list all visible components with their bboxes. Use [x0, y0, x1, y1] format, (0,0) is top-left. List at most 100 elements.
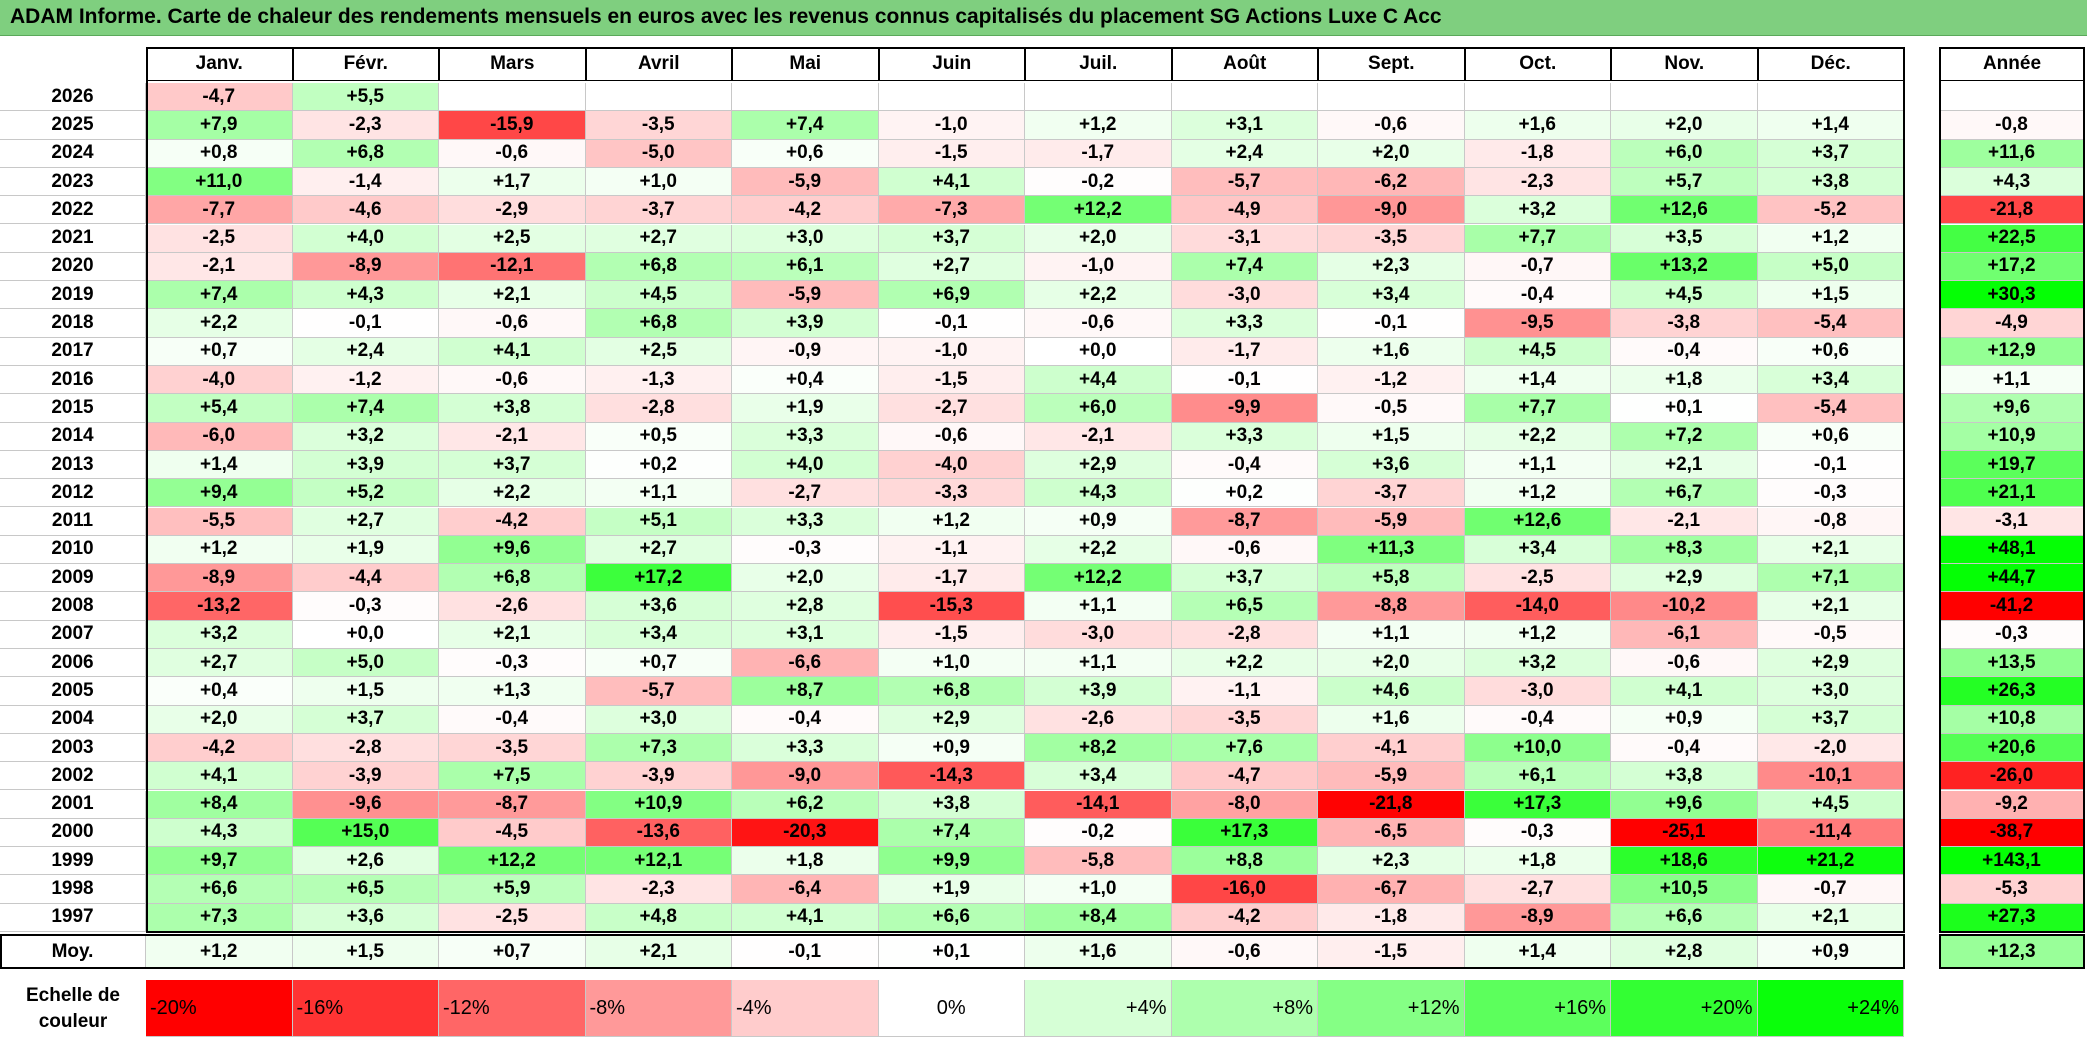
heatmap-cell: -4,7 — [146, 83, 293, 112]
heatmap-cell: -5,2 — [1757, 196, 1904, 225]
annual-cell: +22,5 — [1939, 224, 2085, 253]
heatmap-cell: +3,4 — [1025, 762, 1172, 791]
heatmap-cell: +2,9 — [1757, 649, 1904, 678]
annual-cell: -26,0 — [1939, 762, 2085, 791]
heatmap-cell — [1171, 83, 1318, 112]
heatmap-cell — [878, 83, 1025, 112]
heatmap-cell: +0,0 — [292, 620, 439, 649]
heatmap-cell: -5,4 — [1757, 394, 1904, 423]
heatmap-cell: -0,6 — [1318, 111, 1465, 140]
heatmap-cell: +3,7 — [292, 705, 439, 734]
heatmap-cell: +1,1 — [1318, 620, 1465, 649]
heatmap-cell: +0,1 — [1611, 394, 1758, 423]
heatmap-cell: +10,0 — [1464, 733, 1611, 763]
heatmap-cell: +3,4 — [1464, 535, 1611, 565]
heatmap-cell: -0,1 — [1318, 309, 1465, 338]
heatmap-cell: -10,1 — [1757, 762, 1904, 791]
heatmap-cell: +3,7 — [878, 224, 1025, 253]
heatmap-cell: +6,8 — [878, 677, 1025, 706]
heatmap-cell: +1,6 — [1464, 111, 1611, 140]
average-cell: +0,1 — [878, 936, 1025, 968]
month-header: Janv. — [146, 47, 293, 81]
heatmap-cell: +4,5 — [585, 281, 732, 310]
heatmap-cell: +21,2 — [1757, 847, 1904, 876]
month-header: Mai — [732, 47, 879, 81]
heatmap-cell: -5,5 — [146, 507, 293, 536]
heatmap-cell: +2,4 — [1171, 139, 1318, 168]
heatmap-cell: +2,0 — [1318, 139, 1465, 168]
heatmap-cell: -2,7 — [732, 479, 879, 508]
heatmap-cell: +3,2 — [292, 422, 439, 451]
heatmap-cell: +1,1 — [1464, 450, 1611, 480]
heatmap-cell: +1,0 — [585, 167, 732, 197]
heatmap-cell — [1318, 83, 1465, 112]
heatmap-cell: +7,7 — [1464, 224, 1611, 253]
heatmap-cell: -3,0 — [1025, 620, 1172, 649]
heatmap-cell: -4,2 — [732, 196, 879, 225]
heatmap-cell: -2,1 — [1611, 507, 1758, 536]
heatmap-cell: +0,2 — [1171, 479, 1318, 508]
heatmap-cell: +6,9 — [878, 281, 1025, 310]
annual-cell: -9,2 — [1939, 790, 2085, 819]
heatmap-cell: -9,0 — [732, 762, 879, 791]
heatmap-cell: +2,7 — [878, 252, 1025, 282]
heatmap-cell: +1,5 — [1318, 422, 1465, 451]
heatmap-cell: -1,0 — [878, 337, 1025, 366]
heatmap-cell: +2,1 — [1757, 903, 1904, 932]
year-label: 2013 — [0, 450, 146, 480]
heatmap-cell: +4,3 — [292, 281, 439, 310]
heatmap-cell: -2,3 — [292, 111, 439, 140]
heatmap-cell: +3,4 — [585, 620, 732, 649]
heatmap-cell: -3,7 — [585, 196, 732, 225]
heatmap-cell: -1,2 — [292, 366, 439, 395]
heatmap-cell: -7,3 — [878, 196, 1025, 225]
heatmap-cell: +1,5 — [1757, 281, 1904, 310]
heatmap-cell: -14,0 — [1464, 592, 1611, 621]
color-scale-label: Echelle de couleur — [26, 984, 120, 1032]
heatmap-cell — [1025, 83, 1172, 112]
year-label: 2014 — [0, 422, 146, 451]
heatmap-cell: -3,5 — [1171, 705, 1318, 734]
heatmap-cell: -6,7 — [1318, 875, 1465, 904]
heatmap-cell: -2,5 — [439, 903, 586, 932]
heatmap-cell: -7,7 — [146, 196, 293, 225]
heatmap-cell: -0,4 — [1171, 450, 1318, 480]
heatmap-cell: +1,8 — [732, 847, 879, 876]
heatmap-cell: -0,1 — [292, 309, 439, 338]
annual-cell: +30,3 — [1939, 281, 2085, 310]
year-label: 2021 — [0, 224, 146, 253]
heatmap-cell: +0,5 — [585, 422, 732, 451]
heatmap-cell: +8,2 — [1025, 733, 1172, 763]
heatmap-cell: +1,4 — [1757, 111, 1904, 140]
heatmap-cell: +3,4 — [1318, 281, 1465, 310]
heatmap-cell: +6,6 — [878, 903, 1025, 932]
heatmap-cell: -0,3 — [292, 592, 439, 621]
heatmap-cell: -14,3 — [878, 762, 1025, 791]
heatmap-cell: +6,2 — [732, 790, 879, 819]
heatmap-cell: +15,0 — [292, 818, 439, 848]
color-scale-step: -12% — [439, 980, 586, 1037]
heatmap-cell: -4,2 — [439, 507, 586, 536]
heatmap-cell: +12,6 — [1464, 507, 1611, 536]
year-label: 2003 — [0, 733, 146, 763]
heatmap-cell: -3,7 — [1318, 479, 1465, 508]
heatmap-cell: +7,9 — [146, 111, 293, 140]
heatmap-cell: -13,2 — [146, 592, 293, 621]
month-header: Mars — [439, 47, 586, 81]
heatmap-cell: -3,8 — [1611, 309, 1758, 338]
heatmap-cell: +0,0 — [1025, 337, 1172, 366]
heatmap-cell: +9,4 — [146, 479, 293, 508]
year-label: 2007 — [0, 620, 146, 649]
heatmap-cell: -3,3 — [878, 479, 1025, 508]
heatmap-cell: +1,2 — [1757, 224, 1904, 253]
heatmap-cell: +7,6 — [1171, 733, 1318, 763]
annual-cell: -38,7 — [1939, 818, 2085, 848]
heatmap-cell: -9,0 — [1318, 196, 1465, 225]
heatmap-cell: +7,4 — [1171, 252, 1318, 282]
heatmap-cell: -1,5 — [878, 139, 1025, 168]
heatmap-cell: -1,8 — [1318, 903, 1465, 932]
color-scale-step: +12% — [1318, 980, 1465, 1037]
heatmap-cell: +12,1 — [585, 847, 732, 876]
heatmap-cell: +2,2 — [146, 309, 293, 338]
color-scale-step: +20% — [1611, 980, 1758, 1037]
